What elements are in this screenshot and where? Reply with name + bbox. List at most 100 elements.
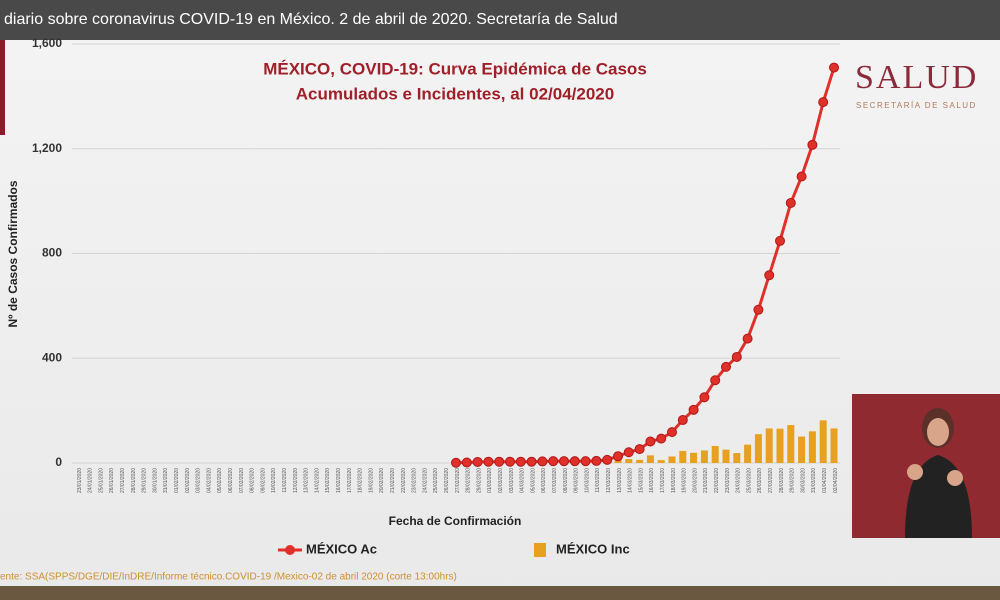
x-tick-label: 16/03/2020: [649, 468, 655, 493]
x-tick-label: 05/02/2020: [217, 468, 223, 493]
x-tick-label: 28/01/2020: [131, 468, 137, 493]
legend-swatch: [534, 543, 546, 557]
legend-swatch: [285, 545, 295, 555]
x-tick-label: 24/03/2020: [736, 468, 742, 493]
y-tick-label: 1,200: [32, 141, 62, 155]
x-tick-label: 10/02/2020: [271, 468, 277, 493]
x-tick-label: 03/02/2020: [196, 468, 202, 493]
bar: [808, 431, 816, 463]
x-tick-label: 24/01/2020: [88, 468, 94, 493]
bar: [776, 428, 784, 463]
bar: [711, 445, 719, 463]
bar: [819, 420, 827, 463]
x-tick-label: 14/03/2020: [628, 468, 634, 493]
x-tick-label: 31/03/2020: [811, 468, 817, 493]
x-tick-label: 27/03/2020: [768, 468, 774, 493]
point: [602, 454, 613, 465]
x-tick-label: 19/03/2020: [682, 468, 688, 493]
point: [580, 456, 591, 467]
x-tick-label: 22/03/2020: [714, 468, 720, 493]
x-tick-label: 07/03/2020: [552, 468, 558, 493]
x-tick-label: 31/01/2020: [163, 468, 169, 493]
point: [710, 375, 721, 386]
point: [483, 456, 494, 467]
x-tick-label: 01/02/2020: [174, 468, 180, 493]
point: [753, 304, 764, 315]
x-tick-label: 15/03/2020: [638, 468, 644, 493]
legend-label: MÉXICO Inc: [556, 541, 630, 556]
point: [742, 333, 753, 344]
chart-subtitle: Acumulados e Incidentes, al 02/04/2020: [296, 84, 614, 103]
x-tick-label: 08/03/2020: [563, 468, 569, 493]
point: [548, 456, 559, 467]
x-tick-label: 11/03/2020: [595, 468, 601, 493]
x-tick-label: 02/03/2020: [498, 468, 504, 493]
point: [634, 444, 645, 455]
legend-label: MÉXICO Ac: [306, 541, 377, 556]
x-tick-label: 04/02/2020: [206, 468, 212, 493]
x-tick-label: 08/02/2020: [250, 468, 256, 493]
x-tick-label: 13/03/2020: [617, 468, 623, 493]
bar: [679, 450, 687, 463]
video-title: diario sobre coronavirus COVID-19 en Méx…: [4, 11, 618, 28]
x-tick-label: 28/02/2020: [466, 468, 472, 493]
x-tick-label: 09/02/2020: [260, 468, 266, 493]
x-tick-label: 16/02/2020: [336, 468, 342, 493]
x-tick-label: 11/02/2020: [282, 468, 288, 493]
point: [818, 97, 829, 108]
x-tick-label: 04/03/2020: [520, 468, 526, 493]
x-tick-label: 18/03/2020: [671, 468, 677, 493]
x-tick-label: 26/02/2020: [444, 468, 450, 493]
x-tick-label: 25/03/2020: [746, 468, 752, 493]
x-tick-label: 23/02/2020: [412, 468, 418, 493]
x-tick-label: 20/02/2020: [379, 468, 385, 493]
bar: [787, 425, 795, 463]
x-tick-label: 06/03/2020: [541, 468, 547, 493]
x-tick-label: 26/03/2020: [757, 468, 763, 493]
point: [569, 456, 580, 467]
point: [515, 456, 526, 467]
x-tick-label: 24/02/2020: [422, 468, 428, 493]
x-tick-label: 03/03/2020: [509, 468, 515, 493]
x-tick-label: 25/01/2020: [98, 468, 104, 493]
point: [613, 451, 623, 462]
interpreter-inset: [852, 394, 1000, 538]
point: [559, 456, 569, 467]
x-tick-label: 18/02/2020: [358, 468, 364, 493]
point: [829, 62, 839, 73]
point: [505, 456, 515, 467]
point: [591, 455, 602, 466]
bar: [636, 459, 644, 463]
logo-subtitle: SECRETARÍA DE SALUD: [856, 101, 977, 110]
y-tick-label: 800: [42, 246, 62, 260]
x-tick-label: 10/03/2020: [584, 468, 590, 493]
x-tick-label: 30/01/2020: [152, 468, 158, 493]
y-tick-label: 400: [42, 350, 62, 364]
point: [731, 351, 742, 362]
x-tick-label: 21/03/2020: [703, 468, 709, 493]
bar: [668, 456, 676, 463]
bar: [765, 428, 773, 463]
x-tick-label: 02/02/2020: [185, 468, 191, 493]
x-tick-label: 20/03/2020: [692, 468, 698, 493]
point: [451, 457, 461, 468]
point: [623, 447, 634, 458]
x-tick-label: 17/03/2020: [660, 468, 666, 493]
x-tick-label: 12/03/2020: [606, 468, 612, 493]
point: [796, 171, 807, 182]
video-title-bar: [0, 0, 1000, 40]
bar: [646, 455, 654, 463]
x-tick-label: 26/01/2020: [109, 468, 115, 493]
x-tick-label: 12/02/2020: [293, 468, 299, 493]
x-tick-label: 17/02/2020: [347, 468, 353, 493]
x-tick-label: 30/03/2020: [800, 468, 806, 493]
x-tick-label: 29/02/2020: [476, 468, 482, 493]
x-tick-label: 27/02/2020: [455, 468, 461, 493]
y-tick-label: 0: [55, 455, 62, 469]
point: [537, 456, 548, 467]
x-tick-label: 21/02/2020: [390, 468, 396, 493]
left-strip: [0, 40, 5, 135]
chart-title: MÉXICO, COVID-19: Curva Epidémica de Cas…: [263, 59, 647, 78]
